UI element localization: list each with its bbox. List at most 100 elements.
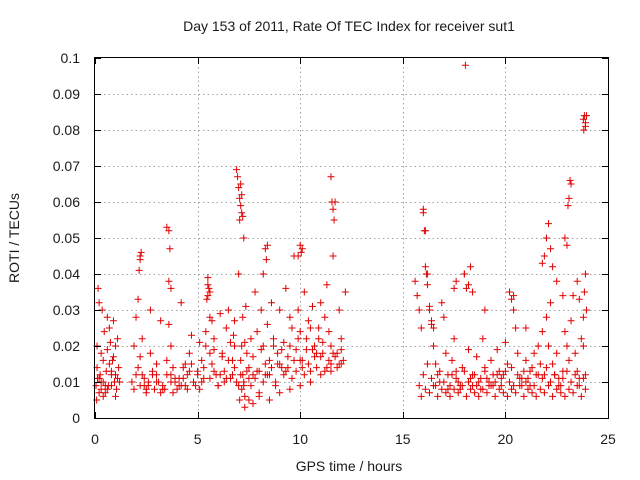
data-point [274, 349, 282, 357]
data-point [495, 385, 503, 393]
data-point [569, 389, 577, 397]
data-point [329, 349, 337, 357]
y-axis-label: ROTI / TECUs [6, 193, 22, 283]
data-point [501, 338, 509, 346]
data-point [327, 342, 335, 350]
data-point [234, 173, 242, 181]
data-point [323, 364, 331, 372]
data-point [532, 392, 540, 400]
data-point [194, 371, 202, 379]
data-point [581, 385, 589, 393]
data-point [542, 234, 550, 242]
data-point [544, 382, 552, 390]
data-point [148, 367, 156, 375]
data-point [239, 313, 247, 321]
x-tick-labels: 0 5 10 15 20 25 [91, 431, 616, 447]
data-point [292, 346, 300, 354]
data-point [321, 313, 329, 321]
data-point [105, 360, 113, 368]
data-point [146, 349, 154, 357]
data-point [522, 356, 530, 364]
data-point [159, 385, 167, 393]
data-point [183, 371, 191, 379]
data-point [140, 374, 148, 382]
data-point [103, 313, 111, 321]
data-point [245, 396, 253, 404]
data-point [296, 356, 304, 364]
data-point [265, 396, 273, 404]
data-point [518, 374, 526, 382]
data-point [114, 335, 122, 343]
data-point [446, 382, 454, 390]
data-point [514, 349, 522, 357]
y-tick-label: 0.04 [53, 266, 80, 282]
data-point [434, 392, 442, 400]
data-point [100, 328, 108, 336]
data-point [181, 360, 189, 368]
data-point [134, 364, 142, 372]
data-point [276, 360, 284, 368]
data-point [263, 371, 271, 379]
data-point [241, 392, 249, 400]
data-point [136, 382, 144, 390]
data-point [179, 374, 187, 382]
data-point [317, 299, 325, 307]
data-point [329, 205, 337, 213]
data-point [311, 342, 319, 350]
data-point [114, 374, 122, 382]
data-point [261, 360, 269, 368]
data-point [462, 392, 470, 400]
y-tick-label: 0.07 [53, 158, 80, 174]
data-point [514, 371, 522, 379]
data-point [220, 378, 228, 386]
data-point [296, 328, 304, 336]
data-point [247, 335, 255, 343]
data-point [230, 331, 238, 339]
data-point [200, 374, 208, 382]
data-point [233, 378, 241, 386]
data-point [177, 299, 185, 307]
data-point [467, 374, 475, 382]
data-point [565, 385, 573, 393]
data-point [239, 212, 247, 220]
data-point [92, 382, 100, 390]
data-point [267, 364, 275, 372]
data-point [270, 342, 278, 350]
data-point [202, 328, 210, 336]
data-point [485, 378, 493, 386]
data-point [247, 382, 255, 390]
data-point [581, 270, 589, 278]
data-point [475, 392, 483, 400]
data-point [253, 367, 261, 375]
data-point [522, 378, 530, 386]
data-point [216, 310, 224, 318]
data-point [242, 302, 250, 310]
data-point [506, 378, 514, 386]
data-point [187, 331, 195, 339]
x-tick-label: 10 [292, 431, 308, 447]
data-point [241, 338, 249, 346]
data-point [481, 306, 489, 314]
data-point [253, 328, 261, 336]
data-point [165, 320, 173, 328]
data-point [95, 299, 103, 307]
data-point [577, 335, 585, 343]
data-point [571, 371, 579, 379]
data-point [257, 346, 265, 354]
data-point [493, 371, 501, 379]
data-point [235, 184, 243, 192]
data-point [243, 367, 251, 375]
data-point [208, 317, 216, 325]
data-point [454, 378, 462, 386]
data-point [553, 349, 561, 357]
data-point [438, 299, 446, 307]
data-point [428, 317, 436, 325]
data-point [198, 378, 206, 386]
data-point [235, 270, 243, 278]
data-point [231, 317, 239, 325]
data-point [130, 385, 138, 393]
data-point [553, 385, 561, 393]
data-point [567, 378, 575, 386]
data-point [238, 342, 246, 350]
data-point [425, 306, 433, 314]
